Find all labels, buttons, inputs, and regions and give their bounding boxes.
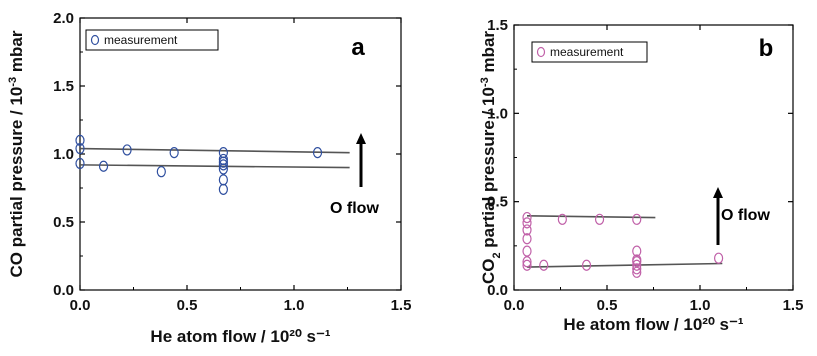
x-tick-label: 1.5	[783, 297, 804, 314]
legend-box	[85, 29, 219, 51]
y-tick-label: 2.0	[53, 10, 74, 27]
fit-line	[79, 147, 350, 154]
legend-marker	[90, 34, 100, 46]
y-tick-label: 1.0	[53, 146, 74, 163]
data-point	[522, 233, 532, 245]
y-tick-label: 1.5	[53, 78, 74, 95]
data-point	[522, 217, 532, 229]
data-point	[522, 259, 532, 271]
annotation-label: O flow	[330, 200, 379, 217]
data-point	[713, 252, 724, 264]
arrow-head	[356, 133, 366, 144]
fit-line	[527, 215, 656, 219]
annotation-label: O flow	[721, 207, 770, 224]
y-axis-label-part: -3	[479, 77, 491, 87]
y-axis-label-part: partial pressure / 10	[479, 87, 498, 252]
x-tick-label: 0.5	[597, 297, 618, 314]
x-axis-label: He atom flow / 10²⁰ s⁻¹	[563, 315, 743, 334]
arrow-head	[713, 187, 723, 198]
x-tick-label: 0.0	[70, 297, 91, 314]
data-point	[632, 259, 642, 271]
data-point	[594, 213, 605, 225]
data-point	[522, 245, 532, 257]
data-point	[75, 134, 85, 146]
data-point	[75, 142, 85, 155]
data-point	[557, 213, 567, 225]
data-point	[169, 147, 179, 159]
data-point	[218, 183, 228, 195]
panel-b: 0.0 0.5 1.0 1.5 0.0 0.5 1.0 1.5 He atom flow / 1…	[479, 17, 803, 334]
y-axis-label-part: -3	[7, 77, 19, 87]
data-point	[632, 263, 642, 275]
y-axis-label: CO2 partial pressure / 10-3 mbar	[479, 31, 503, 284]
data-point	[632, 213, 642, 225]
legend-box	[531, 41, 648, 63]
y-tick-label: 1.0	[487, 105, 508, 122]
panel-a: 0.0 0.5 1.0 1.5 0.0 0.5 1.0 1.5 2.0 He atom flow …	[7, 10, 411, 346]
data-point	[218, 163, 228, 175]
x-tick-label: 0.0	[504, 297, 525, 314]
y-tick-label: 0.5	[53, 214, 74, 231]
data-point	[218, 159, 228, 171]
legend-marker	[536, 46, 546, 58]
data-point	[218, 174, 228, 186]
data-point	[522, 224, 532, 236]
data-point	[312, 147, 323, 159]
fit-line	[527, 262, 723, 268]
data-point	[522, 256, 532, 268]
data-point	[75, 157, 85, 170]
y-axis-label-part: mbar	[7, 30, 26, 77]
y-axis-label-part: mbar	[479, 31, 498, 78]
data-point	[539, 259, 549, 271]
y-axis-label-part: CO	[479, 259, 498, 285]
y-tick-label: 0.0	[53, 282, 74, 299]
legend-label: measurement	[550, 45, 624, 59]
legend-label: measurement	[104, 33, 178, 47]
data-point	[156, 166, 166, 178]
y-axis-label-part: CO partial pressure / 10	[7, 87, 26, 278]
panel-label: a	[351, 34, 365, 61]
x-axis-label: He atom flow / 10²⁰ s⁻¹	[150, 327, 330, 346]
y-axis-label-part: 2	[491, 252, 503, 258]
x-tick-label: 1.5	[391, 297, 412, 314]
fit-line	[79, 164, 350, 169]
y-axis-label: CO partial pressure / 10-3 mbar	[7, 30, 26, 277]
x-tick-label: 1.0	[690, 297, 711, 314]
y-tick-label: 1.5	[487, 17, 508, 34]
x-tick-label: 1.0	[284, 297, 305, 314]
plot-frame	[513, 24, 794, 291]
y-tick-label: 0.0	[487, 282, 508, 299]
data-point	[522, 211, 532, 224]
x-tick-label: 0.5	[177, 297, 198, 314]
data-point	[632, 266, 642, 278]
y-tick-label: 0.5	[487, 194, 508, 211]
data-point	[122, 144, 132, 156]
data-point	[98, 160, 109, 172]
data-point	[581, 259, 592, 271]
panel-label: b	[759, 35, 774, 62]
